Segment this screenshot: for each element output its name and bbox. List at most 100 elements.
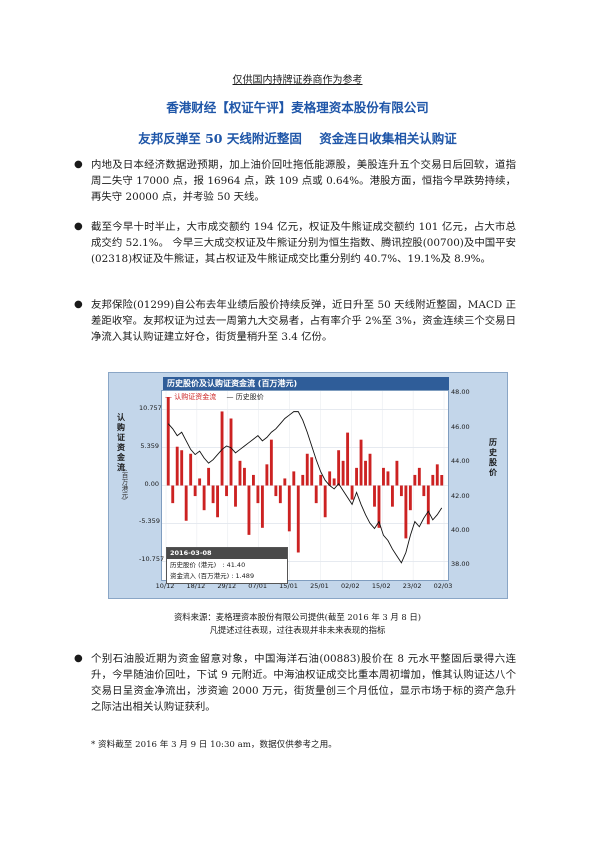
bullet-text: 个别石油股近期为资金留意对象，中国海洋石油(00883)股价在 8 元水平整固后…: [91, 653, 516, 713]
flow-bar: [189, 453, 193, 486]
flow-bar: [426, 485, 430, 525]
flow-bar: [373, 485, 376, 507]
left-tick-label: 10.757: [139, 403, 162, 412]
flow-bar: [350, 485, 354, 500]
flow-bar: [252, 474, 255, 486]
x-tick-label: 29/12: [217, 582, 237, 590]
legend-flow: — 认购证资金流: [165, 393, 217, 401]
flow-bar: [175, 446, 179, 486]
flow-bar: [391, 485, 394, 507]
right-axis-label: 历史股价: [489, 438, 497, 477]
source-line-2: 凡提述过往表现，过往表现并非未来表现的指标: [209, 625, 386, 635]
bullet-item: ● 友邦保险(01299)自公布去年业绩后股价持续反弹，近日升至 50 天线附近…: [74, 297, 516, 345]
flow-bar: [314, 485, 318, 504]
flow-bar: [243, 467, 246, 486]
flow-price-chart: 历史股价及认购证资金流 (百万港元) — 认购证资金流 — 历史股价 认购证资金…: [108, 372, 508, 599]
flow-bar: [225, 485, 228, 497]
org-title: 香港财经【权证午评】麦格理资本股份有限公司: [166, 100, 429, 115]
bullet-item: ● 内地及日本经济数据逊预期，加上油价回吐拖低能源股，美股连升五个交易日后回软，…: [74, 157, 516, 205]
left-axis-label: 认购证资金流: [117, 413, 125, 472]
chart-source: 资料来源：麦格理资本股份有限公司提供(截至 2016 年 3 月 8 日) 凡提…: [0, 611, 595, 637]
bullet-dot-icon: ●: [74, 221, 83, 232]
x-tick-label: 25/01: [310, 582, 329, 590]
flow-bar: [413, 474, 417, 486]
right-tick-label: 48.00: [451, 388, 470, 397]
headline: 友邦反弹至 50 天线附近整固 资金连日收集相关认购证: [138, 131, 457, 146]
flow-bar: [377, 485, 381, 528]
legend-price: — 历史股价: [226, 393, 264, 401]
flow-bar: [399, 485, 403, 497]
price-line: [167, 411, 443, 564]
flow-bar: [341, 460, 345, 486]
bullet-text: 内地及日本经济数据逊预期，加上油价回吐拖低能源股，美股连升五个交易日后回软，道指…: [91, 159, 516, 203]
flow-bar: [292, 471, 296, 486]
source-line-1: 资料来源：麦格理资本股份有限公司提供(截至 2016 年 3 月 8 日): [173, 612, 422, 622]
flow-bar: [368, 453, 372, 486]
flow-bar: [274, 485, 278, 497]
flow-bar: [202, 485, 206, 511]
x-tick-label: 07/01: [248, 582, 268, 590]
flow-bar: [265, 464, 269, 486]
left-tick-label: 5.359: [140, 441, 159, 450]
flow-bar: [422, 485, 426, 497]
footnote: * 资料截至 2016 年 3 月 9 日 10:30 am，数据仅供参考之用。: [91, 740, 337, 750]
flow-bar: [323, 485, 327, 518]
flow-bar: [260, 485, 264, 528]
bullet-dot-icon: ●: [74, 159, 83, 170]
flow-bar: [382, 467, 385, 486]
flow-bar: [234, 485, 237, 507]
flow-bar: [359, 439, 363, 486]
x-tick-label: 02/02: [340, 582, 360, 590]
left-tick-label: -10.757: [139, 555, 165, 564]
flow-bar: [269, 439, 273, 486]
left-tick-label: 0.00: [144, 479, 159, 488]
flow-bar: [435, 464, 439, 486]
flow-bar: [247, 485, 251, 535]
flow-bar: [198, 478, 202, 486]
flow-bar: [305, 453, 309, 486]
flow-bar: [319, 474, 323, 486]
flow-bar: [229, 418, 233, 486]
left-axis-unit: (百万港元): [120, 469, 128, 501]
flow-bar: [283, 478, 287, 486]
flow-bar: [207, 467, 211, 486]
bullet-item: ● 个别石油股近期为资金留意对象，中国海洋石油(00883)股价在 8 元水平整…: [74, 651, 516, 715]
tooltip-price-row: 历史股价 (港元) : 41.40: [170, 561, 246, 569]
flow-bar: [346, 432, 350, 486]
disclaimer-top: 仅供国内持牌证券商作为参考: [232, 75, 363, 86]
flow-bar: [171, 485, 175, 504]
right-tick-label: 44.00: [451, 457, 470, 466]
flow-bar: [440, 475, 444, 486]
left-tick-label: -5.359: [139, 517, 160, 526]
bullet-text: 截至今早十时半止，大市成交额约 194 亿元，权证及牛熊证成交额约 101 亿元…: [91, 221, 516, 265]
flow-bar: [256, 485, 260, 504]
flow-bar: [310, 457, 314, 486]
x-tick-label: 23/02: [402, 582, 422, 590]
flow-bar: [395, 460, 399, 486]
flow-bar: [355, 467, 358, 486]
flow-bar: [296, 485, 300, 553]
flow-bar: [386, 471, 390, 486]
flow-bar: [193, 485, 197, 497]
bullet-item: ● 截至今早十时半止，大市成交额约 194 亿元，权证及牛熊证成交额约 101 …: [74, 219, 516, 267]
flow-bar: [332, 478, 336, 486]
flow-bar: [417, 467, 421, 486]
right-tick-label: 46.00: [451, 422, 470, 431]
flow-bar: [278, 485, 282, 504]
bullet-dot-icon: ●: [74, 299, 83, 310]
right-tick-label: 38.00: [451, 560, 470, 569]
flow-bar: [184, 485, 188, 521]
flow-bar: [238, 460, 242, 486]
flow-bar: [180, 450, 184, 486]
flow-bar: [211, 485, 215, 504]
flow-bar: [404, 485, 408, 539]
flow-bar: [216, 485, 219, 518]
bullet-dot-icon: ●: [74, 653, 83, 664]
x-tick-label: 02/03: [433, 582, 453, 590]
bullet-text: 友邦保险(01299)自公布去年业绩后股价持续反弹，近日升至 50 天线附近整固…: [91, 299, 516, 343]
flow-bar: [166, 397, 170, 486]
flow-bar: [301, 474, 305, 486]
flow-bar: [337, 450, 341, 486]
tooltip-date: 2016-03-08: [167, 548, 287, 559]
x-tick-label: 15/02: [371, 582, 391, 590]
